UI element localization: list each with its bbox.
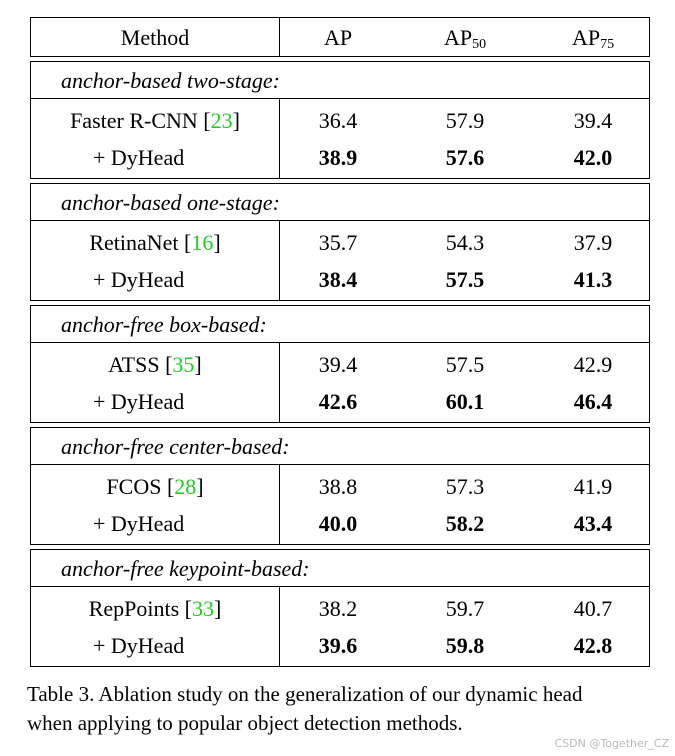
method-name: FCOS [: [106, 474, 175, 499]
value-ap50: 57.3: [445, 474, 485, 499]
table-row: RetinaNet [16] 35.7 54.3 37.9: [31, 223, 649, 262]
citation-bracket: ]: [213, 596, 222, 621]
column-divider: [279, 99, 280, 178]
method-cell: ATSS [35]: [31, 345, 279, 384]
method-cell: FCOS [28]: [31, 467, 279, 506]
column-divider: [279, 587, 280, 666]
header-ap75: AP75: [571, 25, 615, 52]
group-title: anchor-free box-based:: [30, 305, 650, 343]
value-ap50: 54.3: [445, 230, 485, 255]
method-cell: + DyHead: [31, 626, 279, 665]
value-ap: 39.4: [318, 352, 358, 377]
value-ap75: 42.0: [573, 145, 613, 170]
column-divider: [279, 18, 280, 56]
method-name: + DyHead: [93, 633, 185, 658]
column-divider: [279, 343, 280, 422]
table-header: Method AP AP50 AP75: [30, 17, 650, 57]
value-ap75: 43.4: [573, 511, 613, 536]
value-ap: 36.4: [318, 108, 358, 133]
group-body: RepPoints [33] 38.2 59.7 40.7 + DyHead 39.6 59…: [30, 587, 650, 667]
group-title: anchor-free keypoint-based:: [30, 549, 650, 587]
citation-bracket: ]: [196, 474, 204, 499]
group-body: RetinaNet [16] 35.7 54.3 37.9 + DyHead 38.4 57…: [30, 221, 650, 301]
citation-link[interactable]: 28: [174, 474, 197, 499]
value-ap75: 39.4: [573, 108, 613, 133]
value-ap50: 57.5: [445, 352, 485, 377]
citation-bracket: ]: [194, 352, 202, 377]
value-ap75: 46.4: [573, 389, 613, 414]
group-body: Faster R-CNN [23] 36.4 57.9 39.4 + DyHead 38.…: [30, 99, 650, 179]
watermark: CSDN @Together_CZ: [554, 737, 669, 750]
value-ap50: 57.5: [445, 267, 485, 292]
header-ap50: AP50: [443, 25, 487, 52]
citation-bracket: ]: [232, 108, 240, 133]
method-name: + DyHead: [93, 267, 185, 292]
citation-link[interactable]: 33: [191, 596, 214, 621]
method-cell: + DyHead: [31, 382, 279, 421]
header-ap: AP: [323, 25, 353, 50]
group-title: anchor-free center-based:: [30, 427, 650, 465]
table-row: + DyHead 42.6 60.1 46.4: [31, 382, 649, 421]
caption-line: Table 3. Ablation study on the generaliz…: [27, 682, 583, 706]
value-ap: 42.6: [318, 389, 358, 414]
value-ap: 35.7: [318, 230, 358, 255]
value-ap: 38.4: [318, 267, 358, 292]
citation-link[interactable]: 35: [172, 352, 195, 377]
method-cell: Faster R-CNN [23]: [31, 101, 279, 140]
table-row: ATSS [35] 39.4 57.5 42.9: [31, 345, 649, 384]
value-ap50: 59.8: [445, 633, 485, 658]
citation-link[interactable]: 23: [210, 108, 233, 133]
table-row: Faster R-CNN [23] 36.4 57.9 39.4: [31, 101, 649, 140]
group-body: FCOS [28] 38.8 57.3 41.9 + DyHead 40.0 58.2 43.…: [30, 465, 650, 545]
value-ap75: 42.8: [573, 633, 613, 658]
table-row: + DyHead 38.4 57.5 41.3: [31, 260, 649, 299]
group-body: ATSS [35] 39.4 57.5 42.9 + DyHead 42.6 60.1 46.…: [30, 343, 650, 423]
value-ap75: 41.9: [573, 474, 613, 499]
table-row: + DyHead 39.6 59.8 42.8: [31, 626, 649, 665]
method-name: RetinaNet [: [89, 230, 192, 255]
method-name: RepPoints [: [88, 596, 192, 621]
method-cell: + DyHead: [31, 138, 279, 177]
citation-link[interactable]: 16: [191, 230, 214, 255]
value-ap: 40.0: [318, 511, 358, 536]
value-ap50: 58.2: [445, 511, 485, 536]
table-row: + DyHead 38.9 57.6 42.0: [31, 138, 649, 177]
value-ap50: 57.6: [445, 145, 485, 170]
value-ap75: 40.7: [573, 596, 613, 621]
value-ap: 38.9: [318, 145, 358, 170]
results-table: Method AP AP50 AP75 anchor-based two-sta…: [30, 17, 650, 667]
method-cell: RetinaNet [16]: [31, 223, 279, 262]
method-cell: + DyHead: [31, 504, 279, 543]
method-name: + DyHead: [93, 511, 185, 536]
value-ap50: 60.1: [445, 389, 485, 414]
method-name: Faster R-CNN [: [70, 108, 211, 133]
method-name: + DyHead: [93, 389, 185, 414]
value-ap75: 42.9: [573, 352, 613, 377]
value-ap75: 37.9: [573, 230, 613, 255]
column-divider: [279, 465, 280, 544]
value-ap: 38.2: [318, 596, 358, 621]
table-row: FCOS [28] 38.8 57.3 41.9: [31, 467, 649, 506]
value-ap: 38.8: [318, 474, 358, 499]
value-ap50: 57.9: [445, 108, 485, 133]
value-ap: 39.6: [318, 633, 358, 658]
table-row: RepPoints [33] 38.2 59.7 40.7: [31, 589, 649, 628]
method-name: ATSS [: [108, 352, 173, 377]
value-ap50: 59.7: [445, 596, 485, 621]
group-title: anchor-based two-stage:: [30, 61, 650, 99]
group-title: anchor-based one-stage:: [30, 183, 650, 221]
table-row: + DyHead 40.0 58.2 43.4: [31, 504, 649, 543]
method-cell: RepPoints [33]: [31, 589, 279, 628]
table-caption: Table 3. Ablation study on the generaliz…: [27, 680, 667, 738]
column-divider: [279, 221, 280, 300]
method-name: + DyHead: [93, 145, 185, 170]
value-ap75: 41.3: [573, 267, 613, 292]
header-method: Method: [120, 25, 190, 50]
citation-bracket: ]: [213, 230, 221, 255]
caption-line: when applying to popular object detectio…: [27, 711, 463, 735]
method-cell: + DyHead: [31, 260, 279, 299]
